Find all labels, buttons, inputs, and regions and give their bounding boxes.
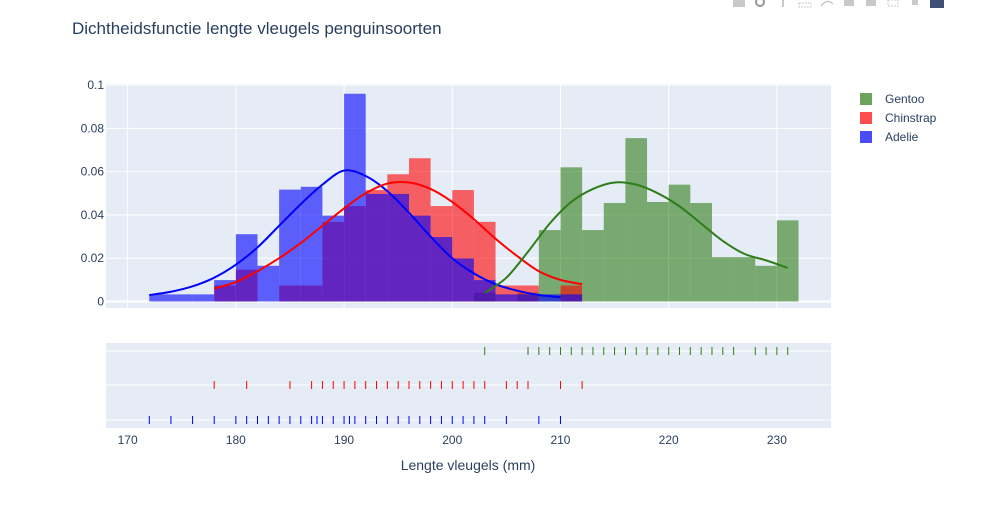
bar-adelie xyxy=(192,294,215,302)
legend-label[interactable]: Gentoo xyxy=(885,92,925,106)
box-select-icon[interactable] xyxy=(798,0,812,8)
bar-gentoo xyxy=(755,265,777,302)
x-axis-label: Lengte vleugels (mm) xyxy=(401,457,536,473)
bar-adelie xyxy=(300,186,323,302)
legend-swatch[interactable] xyxy=(860,131,872,143)
x-tick-label: 180 xyxy=(226,433,246,447)
bar-adelie xyxy=(279,189,301,302)
bar-adelie xyxy=(322,215,345,302)
modebar[interactable] xyxy=(732,0,944,8)
bar-gentoo xyxy=(603,203,626,302)
bar-adelie xyxy=(149,294,171,302)
x-axis-tick-labels: 170 180 190 200 210 220 230 xyxy=(118,433,788,447)
bar-adelie xyxy=(408,215,431,302)
bar-gentoo xyxy=(647,201,669,302)
y-tick-label: 0.02 xyxy=(81,251,105,265)
density-curves xyxy=(149,169,789,299)
bar-adelie xyxy=(344,93,366,302)
bar-adelie xyxy=(452,258,474,302)
reset-axes-icon[interactable] xyxy=(908,0,922,8)
x-tick-label: 210 xyxy=(550,433,570,447)
bar-adelie xyxy=(170,294,193,302)
histogram-bars xyxy=(149,93,799,302)
bar-adelie xyxy=(473,280,496,302)
bar-gentoo xyxy=(538,230,561,302)
legend[interactable]: Gentoo Chinstrap Adelie xyxy=(860,92,937,144)
bar-adelie xyxy=(257,265,280,302)
y-axis-tick-labels: 0 0.02 0.04 0.06 0.08 0.1 xyxy=(81,78,105,308)
bar-adelie xyxy=(517,294,539,302)
density-curve-chinstrap xyxy=(213,180,583,290)
x-tick-label: 170 xyxy=(118,433,138,447)
bar-adelie xyxy=(365,193,388,302)
bar-adelie xyxy=(214,280,236,302)
bar-adelie xyxy=(560,294,583,302)
zoom-icon[interactable] xyxy=(754,0,768,8)
x-tick-label: 190 xyxy=(334,433,354,447)
bar-gentoo xyxy=(776,220,799,302)
bar-gentoo xyxy=(625,138,648,302)
bar-adelie xyxy=(538,294,561,302)
x-tick-label: 220 xyxy=(659,433,679,447)
x-tick-label: 230 xyxy=(767,433,787,447)
y-tick-label: 0.04 xyxy=(81,208,105,222)
autoscale-icon[interactable] xyxy=(886,0,900,8)
legend-swatch[interactable] xyxy=(860,93,872,105)
plotly-logo-icon[interactable] xyxy=(930,0,944,8)
y-tick-label: 0.08 xyxy=(81,121,105,135)
bar-gentoo xyxy=(733,257,756,302)
density-curve-gentoo xyxy=(484,181,789,294)
bar-adelie xyxy=(387,193,409,302)
chart-title: Dichtheidsfunctie lengte vleugels pengui… xyxy=(72,19,442,38)
bar-adelie xyxy=(495,294,518,302)
camera-icon[interactable] xyxy=(732,0,746,8)
density-curve-adelie xyxy=(149,169,561,299)
pan-icon[interactable] xyxy=(776,0,790,8)
bar-gentoo xyxy=(560,167,583,302)
bar-gentoo xyxy=(668,184,691,302)
rug-gridlines xyxy=(106,350,831,421)
zoom-out-icon[interactable] xyxy=(864,0,878,8)
lasso-select-icon[interactable] xyxy=(820,0,834,8)
y-tick-label: 0 xyxy=(97,295,104,309)
x-tick-label: 200 xyxy=(442,433,462,447)
rug-marks xyxy=(148,347,789,424)
legend-label[interactable]: Chinstrap xyxy=(885,111,937,125)
y-tick-label: 0.1 xyxy=(87,78,104,92)
bar-adelie xyxy=(235,234,258,302)
bar-gentoo xyxy=(711,257,734,302)
legend-swatch[interactable] xyxy=(860,112,872,124)
zoom-in-icon[interactable] xyxy=(842,0,856,8)
bar-gentoo xyxy=(582,230,604,302)
y-tick-label: 0.06 xyxy=(81,165,105,179)
legend-label[interactable]: Adelie xyxy=(885,130,919,144)
